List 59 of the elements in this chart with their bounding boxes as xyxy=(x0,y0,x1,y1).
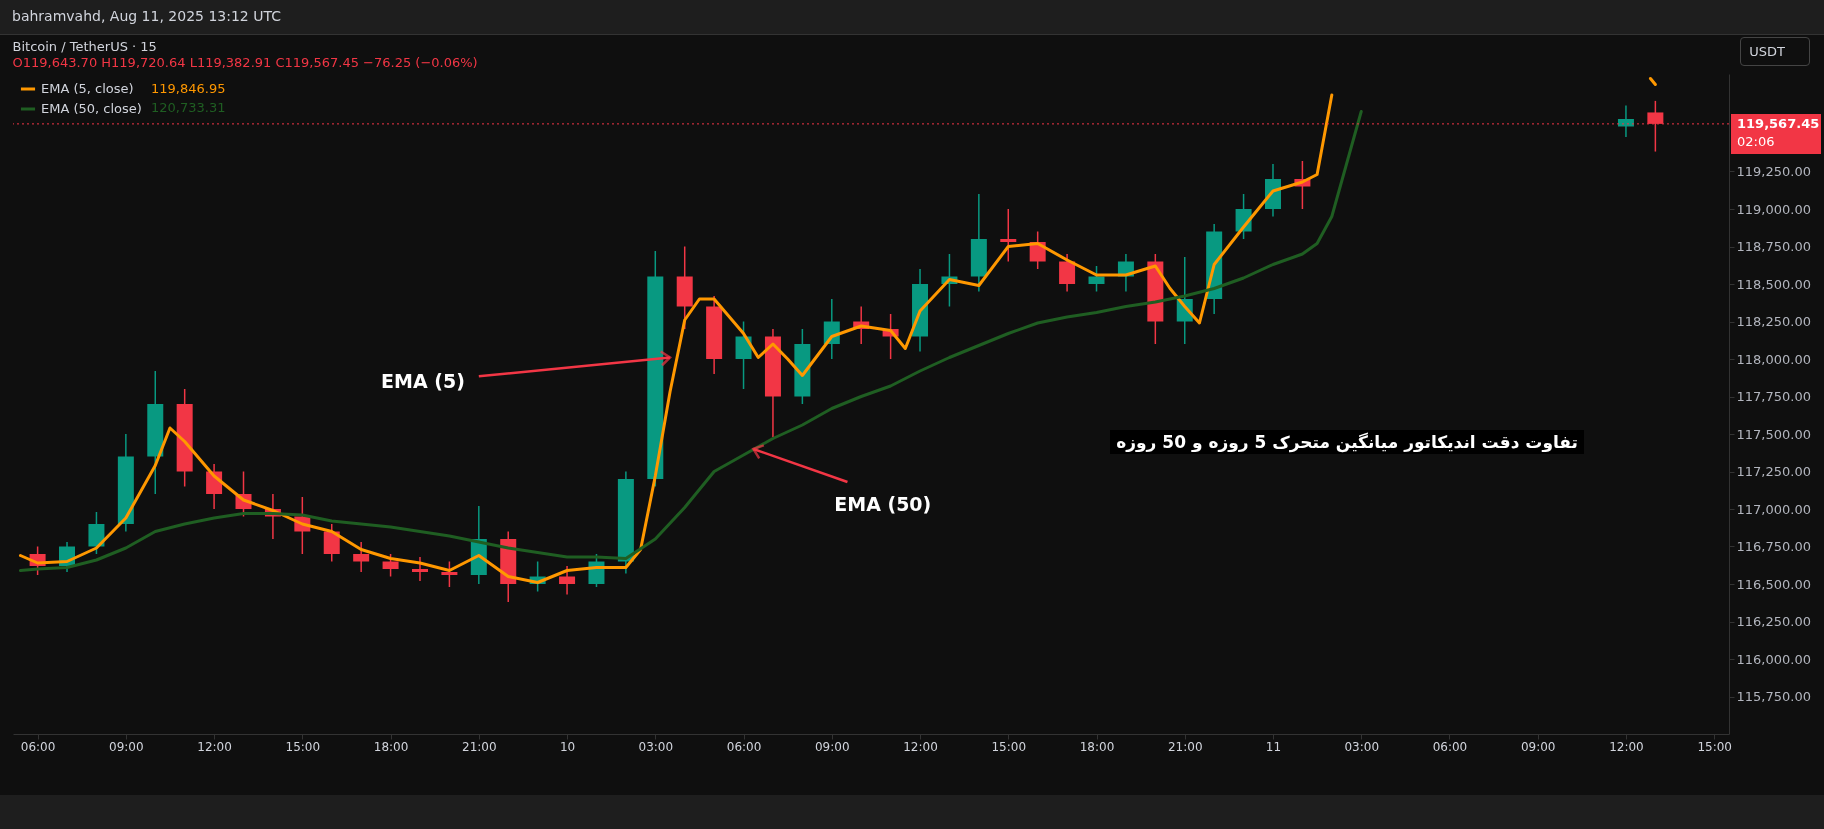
y-tick-label: 116,500.00 xyxy=(1736,576,1811,592)
y-tick-label: 116,000.00 xyxy=(1736,651,1811,667)
y-tick-label: 118,250.00 xyxy=(1736,314,1811,329)
x-tick-label: 18:00 xyxy=(373,739,409,754)
legend-label: EMA (50, close) xyxy=(41,101,142,116)
candlestick xyxy=(441,560,458,588)
text: 02:06 xyxy=(1737,133,1775,149)
y-tick-label: 117,500.00 xyxy=(1736,426,1811,442)
x-tick-label: 15:00 xyxy=(1697,739,1732,754)
y-tick-label: 115,750.00 xyxy=(1736,689,1811,704)
candlestick xyxy=(1617,104,1634,138)
x-tick-label: 06:00 xyxy=(1432,739,1468,754)
chart-title: Bitcoin / TetherUS · 15 xyxy=(12,39,157,54)
x-tick-label: 06:00 xyxy=(726,739,762,754)
y-tick-label: 119,250.00 xyxy=(1736,164,1811,179)
y-tick-label: 119,000.00 xyxy=(1736,201,1811,217)
annotation: تفاوت دقت اندیکاتور میانگین متحرک 5 روزه و 50 روزه xyxy=(1110,430,1584,454)
x-tick-label: 03:00 xyxy=(1344,739,1380,754)
x-tick-label: 12:00 xyxy=(903,739,938,754)
x-tick-label: 10 xyxy=(559,739,576,754)
y-tick-label: 116,250.00 xyxy=(1736,614,1811,629)
legend-label: EMA (5, close) xyxy=(41,81,134,96)
x-tick-label: 11 xyxy=(1265,739,1282,754)
candlestick xyxy=(1000,208,1017,263)
y-tick-label: 118,750.00 xyxy=(1736,239,1811,254)
ref-line-label: 119,567.45 xyxy=(1737,115,1820,131)
x-tick-label: 12:00 xyxy=(1609,739,1644,754)
y-tick-label: 118,000.00 xyxy=(1736,351,1811,367)
text: O119,643.70 H119,720.64 L119,382.91 C119,567.45 −76.25 (−0.06%) xyxy=(12,55,478,70)
y-tick-label: 117,750.00 xyxy=(1736,389,1811,404)
x-tick-label: 18:00 xyxy=(1079,739,1115,754)
y-tick-label: 116,750.00 xyxy=(1736,539,1811,554)
x-tick-label: 09:00 xyxy=(1520,739,1556,754)
x-tick-label: 21:00 xyxy=(1167,739,1203,754)
candlestick xyxy=(559,565,576,596)
x-tick-label: 09:00 xyxy=(109,739,144,754)
x-tick-label: 12:00 xyxy=(197,739,232,754)
x-tick-label: 03:00 xyxy=(638,739,674,754)
text: USDT xyxy=(1740,37,1810,66)
annotation: 119,846.95 xyxy=(151,81,226,96)
x-tick-label: 15:00 xyxy=(991,739,1027,754)
y-tick-label: 118,500.00 xyxy=(1736,276,1811,292)
candlestick xyxy=(353,541,370,573)
candlestick xyxy=(323,523,340,563)
candlestick xyxy=(1059,253,1076,293)
text: bahramvahd, Aug 11, 2025 13:12 UTC xyxy=(12,8,281,24)
y-tick-label: 117,000.00 xyxy=(1736,501,1811,517)
x-tick-label: 21:00 xyxy=(462,739,497,754)
candlestick xyxy=(88,511,105,555)
x-tick-label: 09:00 xyxy=(814,739,850,754)
annotation: 120,733.31 xyxy=(151,100,226,115)
annotation: EMA (50) xyxy=(834,492,932,515)
annotation: EMA (5) xyxy=(381,369,465,392)
x-tick-label: 15:00 xyxy=(285,739,321,754)
y-tick-label: 117,250.00 xyxy=(1736,464,1811,479)
candlestick xyxy=(382,553,399,578)
candlestick xyxy=(411,556,428,582)
x-tick-label: 06:00 xyxy=(20,739,56,754)
candlestick xyxy=(1088,265,1105,293)
